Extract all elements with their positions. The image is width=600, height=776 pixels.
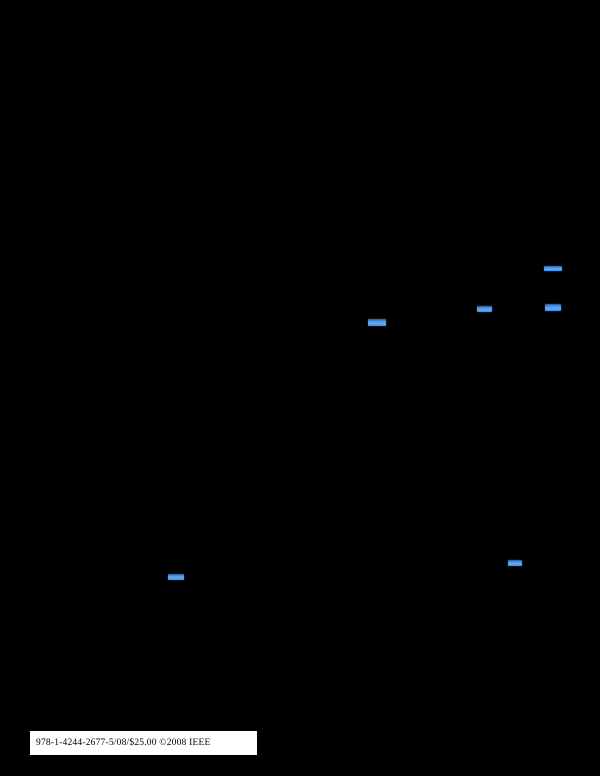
copyright-bar: 978-1-4244-2677-5/08/$25.00 ©2008 IEEE <box>30 731 257 755</box>
hyperlink-text-fragment[interactable] <box>508 560 522 566</box>
hyperlink-text-fragment[interactable] <box>545 304 561 311</box>
hyperlink-text-fragment[interactable] <box>368 319 386 326</box>
hyperlink-text-fragment[interactable] <box>168 574 184 580</box>
hyperlink-text-fragment[interactable] <box>544 266 562 271</box>
copyright-notice: 978-1-4244-2677-5/08/$25.00 ©2008 IEEE <box>36 738 211 748</box>
hyperlink-text-fragment[interactable] <box>477 306 492 312</box>
